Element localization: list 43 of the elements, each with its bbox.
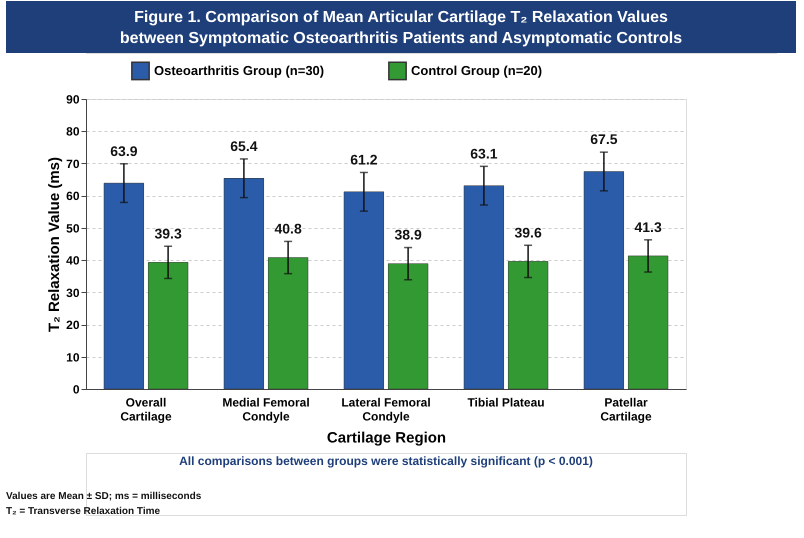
text: T₂ = Transverse Relaxation Time bbox=[6, 506, 160, 517]
data-label: 38.9 bbox=[394, 226, 422, 243]
y-tick-label: 90 bbox=[66, 92, 80, 106]
y-tick-label: 50 bbox=[66, 221, 80, 236]
bar bbox=[388, 263, 428, 390]
data-label: 39.3 bbox=[154, 225, 182, 242]
y-tick-label: 40 bbox=[66, 254, 80, 268]
legend-label: Osteoarthritis Group (n=30) bbox=[154, 62, 324, 78]
y-tick-label: 20 bbox=[66, 318, 80, 332]
bar bbox=[148, 262, 188, 390]
x-tick-label: Lateral Femoral Condyle bbox=[341, 396, 431, 424]
text: Values are Mean ± SD; ms = milliseconds bbox=[6, 491, 202, 502]
y-tick-label: 0 bbox=[72, 382, 80, 396]
text: All comparisons between groups were statistically significant (p < 0.001) bbox=[179, 454, 593, 468]
chart-title: Figure 1. Comparison of Mean Articular Cartilage T₂ Relaxation Values between Symptomatic Osteoarthritis Patients and Asymptomatic Controls bbox=[120, 9, 682, 47]
bar bbox=[104, 182, 144, 390]
y-tick-label: 10 bbox=[66, 350, 80, 364]
data-label: 63.9 bbox=[110, 142, 138, 159]
x-tick-label: Medial Femoral Condyle bbox=[222, 396, 310, 424]
data-label: 39.6 bbox=[514, 224, 542, 240]
y-tick-label: 30 bbox=[66, 286, 80, 300]
data-label: 67.5 bbox=[590, 131, 618, 148]
bar bbox=[224, 178, 264, 390]
bar bbox=[464, 185, 504, 390]
bar bbox=[344, 192, 384, 390]
data-label: 63.1 bbox=[470, 145, 498, 162]
bar bbox=[508, 261, 548, 390]
y-axis-title: T₂ Relaxation Value (ms) bbox=[46, 156, 64, 332]
data-label: 65.4 bbox=[230, 138, 258, 154]
y-tick-label: 80 bbox=[66, 124, 80, 139]
bar bbox=[628, 256, 668, 390]
data-label: 41.3 bbox=[634, 218, 662, 235]
x-tick-label: Overall Cartilage bbox=[120, 396, 172, 424]
legend-label: Control Group (n=20) bbox=[411, 62, 542, 78]
data-label: 61.2 bbox=[350, 151, 378, 168]
y-tick-label: 60 bbox=[66, 189, 80, 204]
bar bbox=[584, 171, 624, 390]
bar bbox=[268, 257, 308, 390]
x-tick-label: Patellar Cartilage bbox=[600, 396, 652, 424]
data-label: 40.8 bbox=[274, 220, 302, 236]
x-tick-label: Tibial Plateau bbox=[467, 396, 545, 410]
y-tick-label: 70 bbox=[66, 156, 80, 171]
x-axis-title: Cartilage Region bbox=[326, 430, 446, 446]
